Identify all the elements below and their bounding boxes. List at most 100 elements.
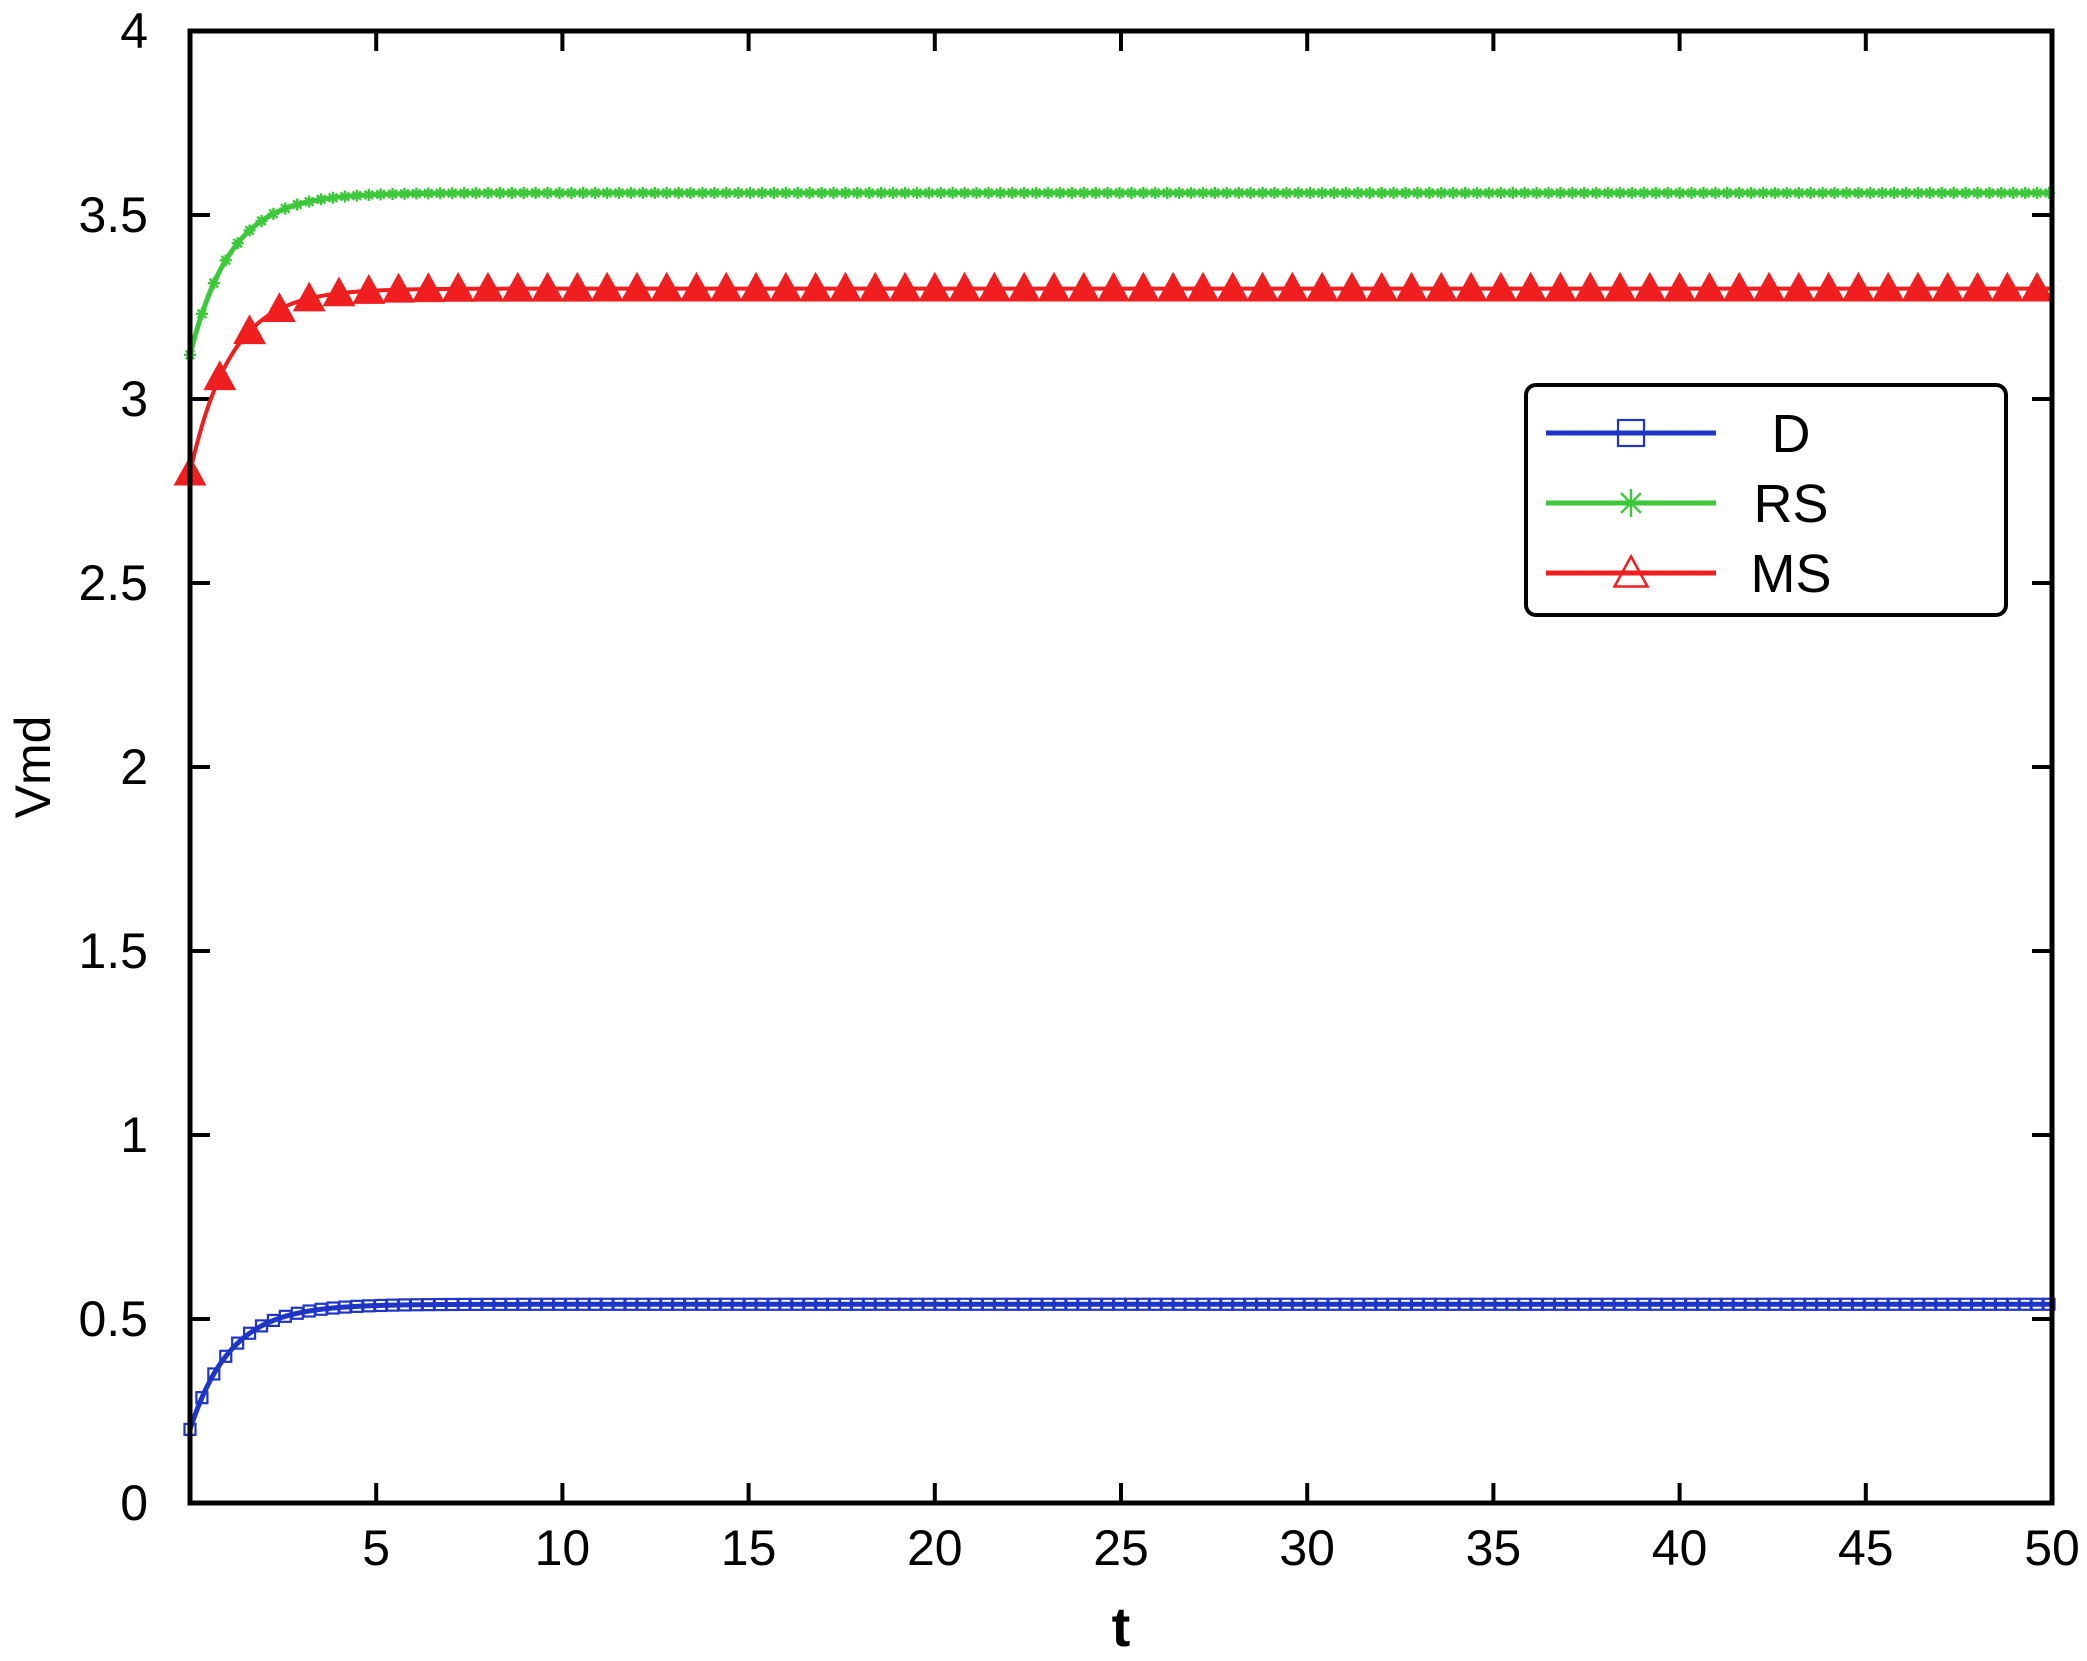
data-point [858, 271, 892, 302]
data-point-stroke [1364, 187, 1375, 199]
data-point [994, 186, 1007, 199]
data-point [1841, 271, 1875, 302]
data-point-stroke [1638, 187, 1649, 199]
data-point [267, 207, 280, 220]
data-point-stroke [685, 187, 696, 199]
data-point [1590, 186, 1603, 199]
data-point-stroke [1221, 187, 1232, 199]
data-point [977, 271, 1011, 302]
data-point-stroke [1483, 187, 1495, 199]
data-point-stroke [2032, 187, 2043, 199]
data-point-stroke [1805, 187, 1816, 199]
data-point [2031, 186, 2044, 199]
data-point [1935, 186, 1948, 199]
data-point [565, 186, 578, 199]
data-point [851, 186, 864, 199]
data-point-stroke [1746, 187, 1757, 199]
y-tick-label: 2 [120, 739, 148, 795]
data-point [803, 186, 816, 199]
data-point [2042, 1297, 2056, 1311]
data-point-stroke [458, 188, 470, 199]
data-point [374, 188, 387, 201]
x-axis-title: t [1112, 1595, 1131, 1658]
data-point [756, 186, 769, 199]
data-point [1447, 186, 1460, 199]
data-point-stroke [1126, 187, 1137, 199]
data-point-stroke [1078, 187, 1089, 199]
data-point [650, 271, 684, 302]
data-point [1304, 186, 1317, 199]
data-point [1018, 186, 1031, 199]
data-point [1530, 186, 1543, 199]
data-point [1125, 186, 1138, 199]
data-point [1280, 186, 1293, 199]
data-point [1459, 186, 1472, 199]
data-point [1423, 186, 1436, 199]
data-point [1365, 271, 1399, 302]
data-point [1395, 271, 1428, 302]
data-point [1007, 271, 1041, 302]
data-point-stroke [1519, 187, 1530, 199]
data-point-stroke [864, 187, 875, 199]
plot-frame [187, 28, 2055, 1506]
data-point-stroke [1340, 187, 1352, 199]
data-point [1316, 186, 1329, 199]
data-point-stroke [1793, 187, 1804, 199]
data-point-stroke [1162, 187, 1173, 199]
data-point-stroke [1054, 187, 1066, 199]
data-point [1006, 186, 1019, 199]
data-point-stroke [470, 187, 482, 199]
data-point [1792, 186, 1805, 199]
data-point [1692, 271, 1726, 302]
data-point-stroke [1650, 187, 1661, 199]
data-point [1612, 553, 1650, 588]
legend-item-ms: MS [1546, 544, 1832, 604]
data-point [827, 186, 840, 199]
data-point [732, 186, 745, 199]
data-point-stroke [1817, 187, 1828, 199]
data-point [1126, 271, 1160, 302]
data-point [1649, 186, 1662, 199]
data-point [1685, 186, 1698, 199]
data-point [398, 187, 411, 200]
data-point-stroke [971, 187, 982, 199]
data-point [1983, 186, 1996, 199]
data-point [601, 186, 614, 199]
data-point [1614, 186, 1627, 199]
data-point [918, 271, 952, 302]
data-point [382, 272, 415, 303]
data-point [648, 186, 661, 199]
legend-item-rs: RS [1546, 474, 1829, 534]
data-point [1067, 271, 1101, 302]
data-point [1602, 186, 1615, 199]
data-point [1244, 186, 1257, 199]
data-point [505, 186, 518, 199]
data-point-stroke [1412, 187, 1423, 199]
data-point [434, 187, 447, 200]
data-point-stroke [733, 187, 744, 199]
series-markers [173, 271, 2054, 486]
data-point [1161, 186, 1174, 199]
data-point [243, 224, 256, 237]
data-point [255, 214, 268, 227]
data-point [1435, 186, 1448, 199]
data-point [910, 186, 923, 199]
data-point [1544, 271, 1577, 302]
data-point [922, 186, 935, 199]
data-point [613, 186, 626, 199]
data-point [1113, 186, 1126, 199]
data-point [590, 271, 624, 302]
data-point [946, 186, 959, 199]
data-point [739, 271, 773, 302]
data-point [1578, 186, 1591, 199]
data-point [1275, 271, 1309, 302]
legend-label: D [1772, 404, 1811, 464]
data-point [517, 186, 530, 199]
data-point [672, 186, 685, 199]
data-point [1030, 186, 1043, 199]
data-point-stroke [1150, 187, 1161, 199]
data-point-stroke [494, 187, 505, 199]
x-tick-label: 5 [362, 1520, 390, 1576]
data-point [1661, 186, 1674, 199]
data-point-stroke [1674, 187, 1685, 199]
